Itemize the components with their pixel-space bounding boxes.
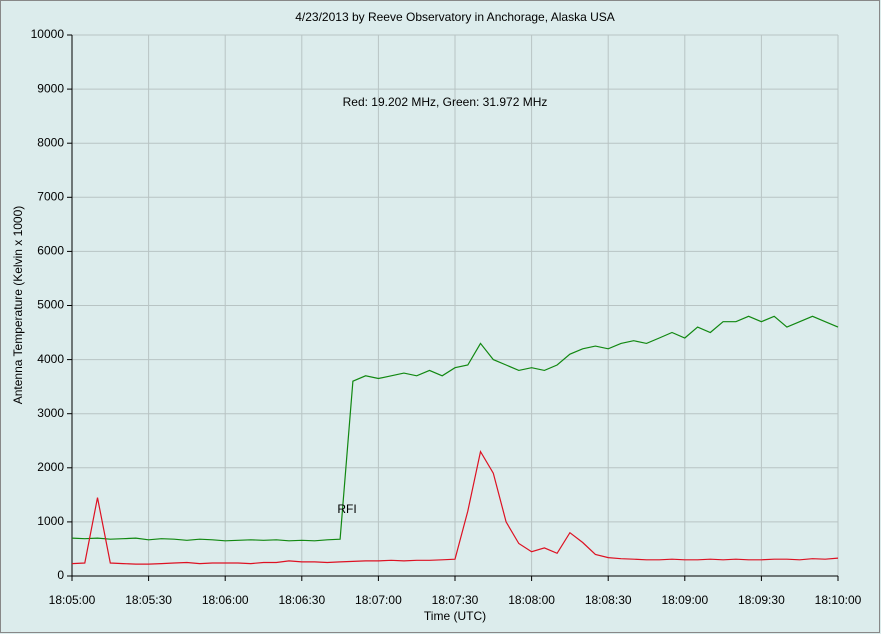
y-tick-label: 5000: [37, 298, 64, 312]
x-tick-label: 18:08:30: [585, 593, 632, 607]
data-line: [71, 315, 839, 542]
x-axis-title: Time (UTC): [424, 609, 486, 623]
annotation: Red: 19.202 MHz, Green: 31.972 MHz: [343, 95, 548, 109]
x-tick-label: 18:09:00: [661, 593, 708, 607]
annotation: RFI: [337, 502, 356, 516]
y-tick-label: 3000: [37, 406, 64, 420]
x-tick-label: 18:06:30: [278, 593, 325, 607]
x-tick-label: 18:10:00: [815, 593, 862, 607]
x-tick-label: 18:05:00: [49, 593, 96, 607]
chart-title: 4/23/2013 by Reeve Observatory in Anchor…: [295, 10, 615, 24]
x-tick-label: 18:08:00: [508, 593, 555, 607]
y-tick-label: 10000: [31, 27, 65, 41]
x-tick-label: 18:07:00: [355, 593, 402, 607]
y-axis-title: Antenna Temperature (Kelvin x 1000): [11, 206, 25, 405]
y-tick-label: 4000: [37, 352, 64, 366]
y-tick-label: 9000: [37, 81, 64, 95]
y-tick-label: 1000: [37, 514, 64, 528]
y-tick-label: 8000: [37, 135, 64, 149]
y-tick-label: 2000: [37, 460, 64, 474]
y-tick-label: 7000: [37, 189, 64, 203]
x-tick-label: 18:09:30: [738, 593, 785, 607]
y-tick-label: 6000: [37, 244, 64, 258]
y-tick-label: 0: [57, 568, 64, 582]
x-tick-label: 18:05:30: [125, 593, 172, 607]
x-tick-label: 18:07:30: [432, 593, 479, 607]
data-line: [71, 449, 839, 565]
x-tick-label: 18:06:00: [202, 593, 249, 607]
